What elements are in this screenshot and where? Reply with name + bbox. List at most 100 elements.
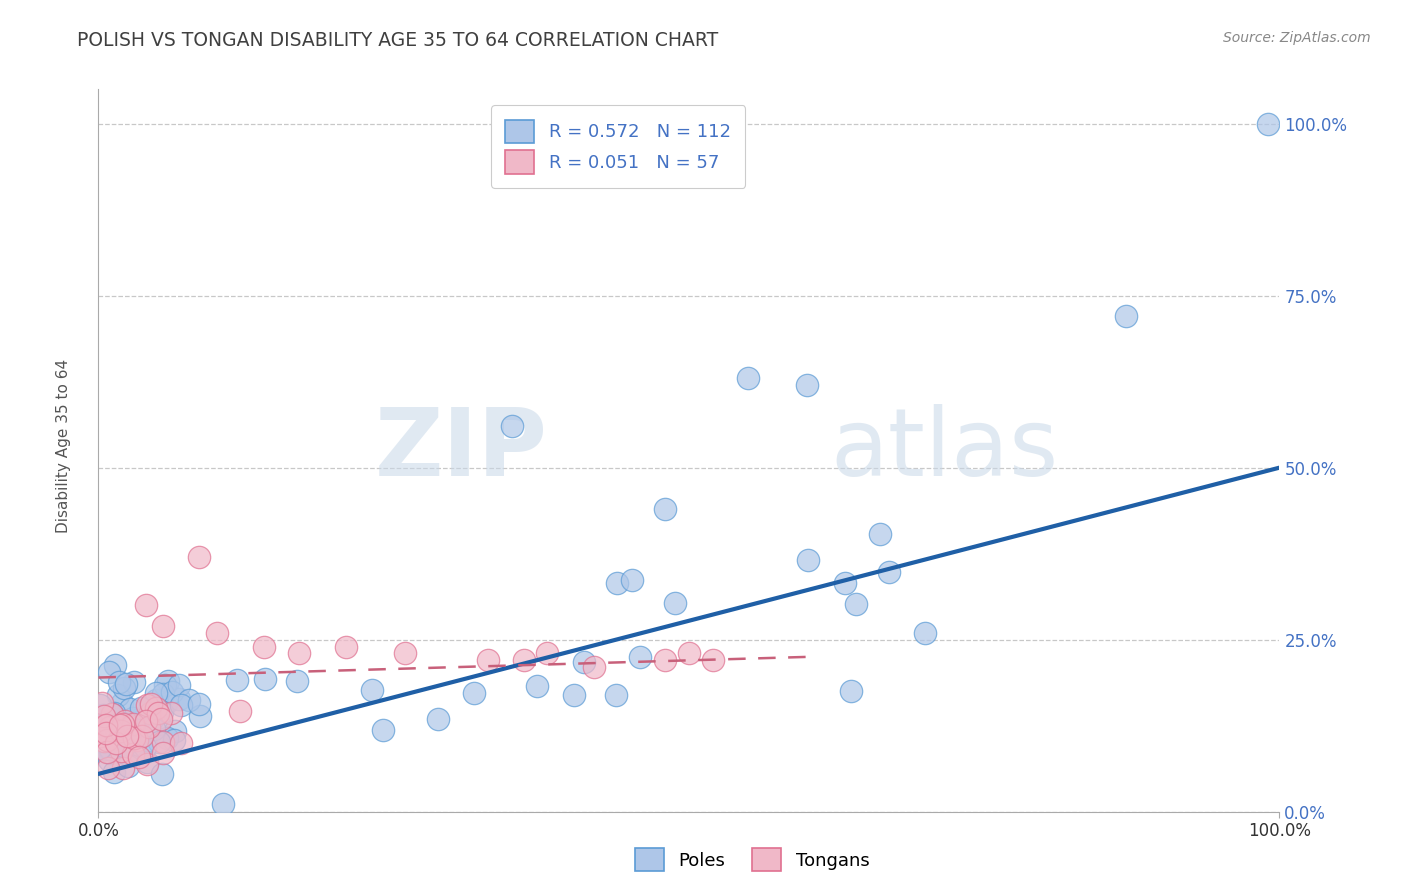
Point	[371, 723, 394, 737]
Point	[89, 723, 111, 737]
Point	[96, 745, 118, 759]
Point	[167, 692, 190, 706]
Point	[98, 753, 121, 767]
Point	[115, 729, 138, 743]
Point	[163, 733, 186, 747]
Point	[163, 723, 186, 738]
Point	[110, 723, 132, 738]
Point	[117, 727, 139, 741]
Point	[145, 693, 167, 707]
Point	[111, 715, 134, 730]
Point	[93, 733, 115, 747]
Point	[149, 712, 172, 726]
Point	[122, 747, 145, 761]
Point	[152, 746, 174, 760]
Point	[169, 678, 191, 692]
Point	[122, 675, 145, 690]
Point	[477, 653, 499, 667]
Point	[360, 683, 382, 698]
Legend: R = 0.572   N = 112, R = 0.051   N = 57: R = 0.572 N = 112, R = 0.051 N = 57	[491, 105, 745, 188]
Legend: Poles, Tongans: Poles, Tongans	[628, 841, 876, 879]
Point	[654, 502, 676, 516]
Point	[135, 698, 157, 712]
Point	[869, 526, 891, 541]
Point	[583, 660, 606, 674]
Point	[877, 565, 900, 579]
Point	[152, 687, 174, 701]
Point	[187, 697, 209, 711]
Point	[107, 675, 129, 690]
Point	[90, 735, 112, 749]
Point	[702, 653, 724, 667]
Point	[160, 685, 183, 699]
Point	[101, 706, 124, 721]
Point	[536, 647, 558, 661]
Point	[103, 716, 125, 731]
Point	[156, 674, 179, 689]
Point	[129, 701, 152, 715]
Point	[1257, 117, 1279, 131]
Point	[103, 706, 125, 720]
Point	[89, 729, 111, 743]
Point	[135, 756, 157, 771]
Point	[796, 378, 818, 392]
Point	[664, 596, 686, 610]
Point	[654, 653, 676, 667]
Point	[834, 576, 856, 591]
Text: POLISH VS TONGAN DISABILITY AGE 35 TO 64 CORRELATION CHART: POLISH VS TONGAN DISABILITY AGE 35 TO 64…	[77, 31, 718, 50]
Point	[148, 734, 170, 748]
Point	[118, 702, 141, 716]
Point	[394, 647, 416, 661]
Point	[152, 619, 174, 633]
Point	[100, 746, 122, 760]
Point	[105, 727, 128, 741]
Point	[142, 710, 165, 724]
Point	[114, 677, 136, 691]
Point	[152, 767, 174, 781]
Point	[97, 761, 120, 775]
Point	[105, 730, 128, 744]
Point	[135, 599, 157, 613]
Point	[120, 718, 142, 732]
Point	[229, 704, 252, 718]
Point	[156, 731, 179, 746]
Point	[89, 741, 111, 756]
Point	[139, 706, 162, 720]
Point	[187, 550, 209, 565]
Point	[94, 717, 117, 731]
Point	[605, 689, 627, 703]
Point	[177, 693, 200, 707]
Point	[111, 696, 134, 710]
Point	[145, 701, 167, 715]
Point	[463, 686, 485, 700]
Point	[145, 686, 167, 700]
Point	[128, 750, 150, 764]
Point	[205, 625, 228, 640]
Point	[121, 710, 143, 724]
Point	[134, 726, 156, 740]
Point	[91, 696, 114, 710]
Point	[107, 688, 129, 702]
Point	[135, 714, 157, 728]
Point	[159, 706, 181, 721]
Point	[124, 731, 146, 745]
Point	[111, 718, 134, 732]
Point	[104, 723, 127, 737]
Point	[97, 665, 120, 679]
Point	[108, 742, 131, 756]
Point	[138, 720, 160, 734]
Point	[89, 708, 111, 723]
Point	[155, 696, 177, 710]
Point	[562, 688, 585, 702]
Point	[254, 672, 277, 686]
Point	[136, 756, 159, 770]
Point	[628, 650, 651, 665]
Point	[737, 371, 759, 385]
Point	[110, 718, 132, 732]
Point	[98, 720, 121, 734]
Point	[93, 739, 115, 753]
Point	[90, 716, 112, 731]
Point	[118, 724, 141, 739]
Point	[107, 712, 129, 726]
Point	[110, 719, 132, 733]
